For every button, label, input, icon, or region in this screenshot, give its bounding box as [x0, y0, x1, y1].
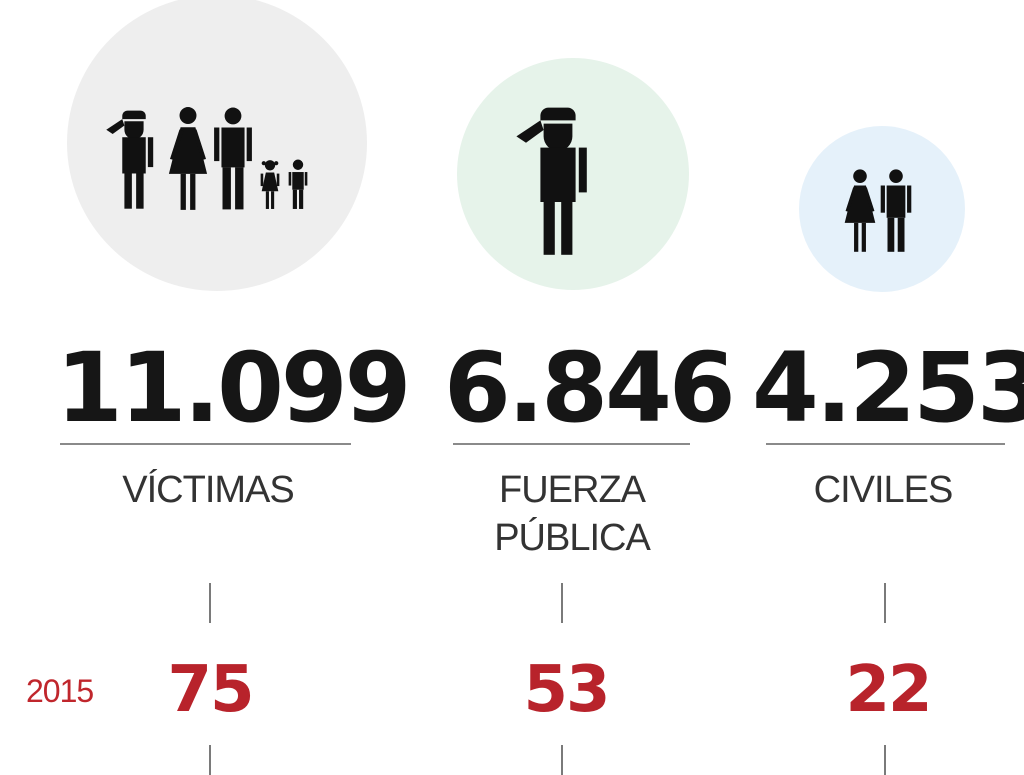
divider: [766, 443, 1005, 445]
force-count-2015: 53: [523, 653, 610, 727]
connector-line: [561, 583, 563, 623]
victims-label-line: VÍCTIMAS: [122, 469, 294, 511]
civilians-label-line: CIVILES: [813, 469, 954, 511]
connector-line: [209, 583, 211, 623]
year-label: 2015: [26, 673, 94, 709]
girl-icon: [257, 158, 283, 210]
soldier-salute-icon: [102, 104, 166, 211]
connector-line: [561, 745, 563, 775]
connector-line: [209, 745, 211, 775]
boy-icon: [285, 158, 311, 210]
force-label: FUERZA PÚBLICA: [452, 466, 692, 562]
connector-line: [884, 583, 886, 623]
victims-total: 11.099: [56, 332, 411, 444]
victims-label: VÍCTIMAS: [60, 466, 356, 514]
force-label-line-2: PÚBLICA: [494, 517, 651, 559]
man-icon: [879, 165, 913, 257]
civilians-label: CIVILES: [766, 466, 1000, 514]
force-label-line-1: FUERZA: [499, 469, 646, 511]
soldier-salute-icon: [510, 96, 606, 260]
woman-icon: [166, 106, 210, 212]
divider: [453, 443, 690, 445]
woman-icon: [843, 165, 877, 257]
victims-count-2015: 75: [167, 653, 254, 727]
civilians-total: 4.253: [752, 332, 1024, 444]
connector-line: [884, 745, 886, 775]
man-icon: [212, 106, 254, 212]
civilians-count-2015: 22: [845, 653, 932, 727]
force-total: 6.846: [444, 332, 736, 444]
divider: [60, 443, 351, 445]
